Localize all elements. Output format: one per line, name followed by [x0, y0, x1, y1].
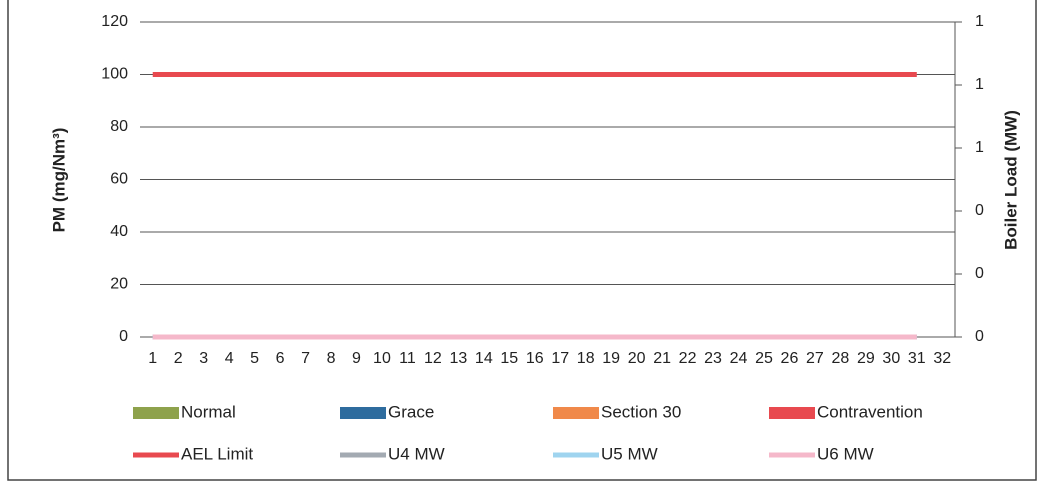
legend-label: Contravention — [817, 402, 923, 421]
y-tick-label: 40 — [110, 223, 128, 240]
x-tick-label: 11 — [399, 350, 416, 367]
y-tick-label: 100 — [101, 66, 128, 83]
legend-label: U6 MW — [817, 444, 874, 463]
x-tick-label: 16 — [526, 350, 544, 367]
legend-swatch — [133, 407, 179, 419]
x-tick-label: 18 — [577, 350, 595, 367]
x-tick-label: 31 — [908, 350, 926, 367]
x-tick-label: 2 — [174, 350, 183, 367]
y2-axis-label: Boiler Load (MW) — [1001, 110, 1020, 250]
legend-label: Normal — [181, 402, 236, 421]
legend-swatch — [340, 407, 386, 419]
x-tick-label: 5 — [250, 350, 259, 367]
x-tick-label: 24 — [730, 350, 748, 367]
x-tick-label: 7 — [301, 350, 310, 367]
x-tick-label: 12 — [424, 350, 442, 367]
y2-tick-label: 0 — [975, 202, 984, 219]
y-tick-label: 60 — [110, 171, 128, 188]
legend-label: AEL Limit — [181, 444, 253, 463]
x-tick-label: 21 — [653, 350, 671, 367]
legend-label: U5 MW — [601, 444, 658, 463]
x-tick-label: 30 — [882, 350, 900, 367]
legend-swatch — [769, 407, 815, 419]
x-tick-label: 26 — [781, 350, 799, 367]
y-tick-label: 0 — [119, 328, 128, 345]
y-axis-label: PM (mg/Nm³) — [49, 128, 68, 233]
x-tick-label: 10 — [373, 350, 391, 367]
legend-label: Section 30 — [601, 402, 681, 421]
x-tick-label: 27 — [806, 350, 824, 367]
x-tick-label: 20 — [628, 350, 646, 367]
x-tick-label: 22 — [679, 350, 697, 367]
x-tick-label: 13 — [449, 350, 467, 367]
x-tick-label: 3 — [199, 350, 208, 367]
x-tick-label: 14 — [475, 350, 493, 367]
y2-tick-label: 1 — [975, 13, 984, 30]
x-tick-label: 15 — [500, 350, 518, 367]
x-tick-label: 1 — [148, 350, 157, 367]
x-tick-label: 9 — [352, 350, 361, 367]
x-tick-label: 17 — [551, 350, 569, 367]
y-tick-label: 20 — [110, 276, 128, 293]
x-tick-label: 23 — [704, 350, 722, 367]
y2-tick-label: 1 — [975, 139, 984, 156]
frame — [7, 0, 1037, 481]
y-tick-label: 120 — [101, 13, 128, 30]
y2-tick-label: 0 — [975, 265, 984, 282]
x-tick-label: 29 — [857, 350, 875, 367]
x-tick-label: 32 — [933, 350, 951, 367]
legend-label: U4 MW — [388, 444, 445, 463]
x-tick-label: 28 — [831, 350, 849, 367]
x-tick-label: 8 — [327, 350, 336, 367]
x-tick-label: 25 — [755, 350, 773, 367]
legend-label: Grace — [388, 402, 434, 421]
x-tick-label: 4 — [225, 350, 234, 367]
y2-tick-label: 0 — [975, 328, 984, 345]
x-tick-label: 6 — [276, 350, 285, 367]
y-tick-label: 80 — [110, 118, 128, 135]
legend-swatch — [553, 407, 599, 419]
y2-tick-label: 1 — [975, 76, 984, 93]
x-tick-label: 19 — [602, 350, 620, 367]
